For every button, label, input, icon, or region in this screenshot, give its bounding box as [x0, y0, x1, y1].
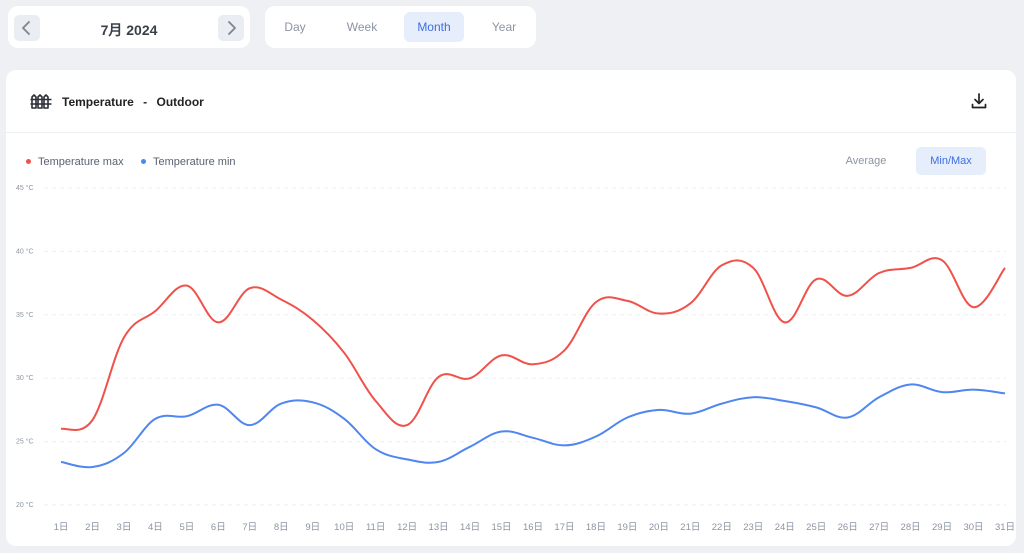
legend-max-label: Temperature max	[38, 156, 124, 168]
prev-month-button[interactable]	[14, 15, 40, 41]
x-tick-label: 21日	[680, 522, 700, 533]
temperature-panel: Temperature - Outdoor Temperature max Te…	[6, 70, 1016, 546]
series-max-line	[60, 257, 1006, 432]
tab-week[interactable]: Week	[346, 20, 378, 34]
x-tick-label: 22日	[712, 522, 732, 533]
panel-subtitle: Outdoor	[156, 95, 204, 109]
x-tick-label: 13日	[429, 522, 449, 533]
x-tick-label: 1日	[54, 522, 69, 533]
tab-day[interactable]: Day	[284, 20, 306, 34]
download-icon[interactable]	[970, 92, 988, 110]
x-tick-label: 17日	[554, 522, 574, 533]
mode-average-button[interactable]: Average	[845, 155, 887, 167]
series-min-line	[60, 383, 1006, 469]
legend-min-label: Temperature min	[153, 156, 236, 168]
current-month-label[interactable]: 7月 2024	[100, 22, 158, 38]
x-tick-label: 6日	[211, 522, 226, 533]
legend-min-marker	[141, 158, 146, 164]
title-separator: -	[143, 95, 148, 109]
x-tick-label: 24日	[775, 522, 795, 533]
tab-year[interactable]: Year	[491, 20, 517, 34]
x-tick-label: 15日	[491, 522, 511, 533]
panel-title: Temperature - Outdoor	[62, 95, 204, 109]
fence-icon	[30, 94, 52, 109]
x-tick-label: 20日	[649, 522, 669, 533]
chart-grid	[44, 187, 1006, 506]
x-tick-label: 8日	[274, 522, 289, 533]
mode-minmax-button[interactable]: Min/Max	[916, 147, 986, 175]
x-tick-label: 9日	[305, 522, 320, 533]
legend-max[interactable]: Temperature max	[26, 156, 124, 168]
chevron-left-icon	[22, 21, 30, 35]
x-tick-label: 7日	[242, 522, 257, 533]
x-tick-label: 23日	[743, 522, 763, 533]
y-tick-label: 30 °C	[16, 374, 34, 382]
x-tick-label: 27日	[869, 522, 889, 533]
x-tick-label: 29日	[932, 522, 952, 533]
panel-header: Temperature - Outdoor	[6, 70, 1016, 133]
y-tick-label: 45 °C	[16, 184, 34, 192]
x-tick-label: 16日	[523, 522, 543, 533]
x-tick-label: 14日	[460, 522, 480, 533]
x-tick-label: 2日	[85, 522, 100, 533]
x-tick-label: 25日	[806, 522, 826, 533]
panel-title-text: Temperature	[62, 95, 134, 109]
x-tick-label: 30日	[963, 522, 983, 533]
x-tick-label: 18日	[586, 522, 606, 533]
x-tick-label: 19日	[617, 522, 637, 533]
y-tick-label: 35 °C	[16, 311, 34, 319]
x-tick-label: 10日	[334, 522, 354, 533]
legend-max-marker	[26, 158, 31, 164]
y-tick-label: 25 °C	[16, 438, 34, 446]
tab-month[interactable]: Month	[404, 12, 464, 42]
range-selector: Day Week Month Year	[265, 6, 536, 48]
x-tick-label: 28日	[901, 522, 921, 533]
x-tick-label: 11日	[366, 522, 385, 533]
x-axis: 1日 2日 3日 4日 5日 6日 7日 8日 9日 10日 11日 12日 13日 14日 15日 16日 1…	[54, 522, 1015, 533]
chevron-right-icon	[228, 21, 236, 35]
x-tick-label: 31日	[995, 522, 1015, 533]
y-tick-label: 40 °C	[16, 247, 34, 255]
y-tick-label: 20 °C	[16, 501, 34, 509]
x-tick-label: 12日	[397, 522, 417, 533]
legend-min[interactable]: Temperature min	[141, 156, 236, 168]
x-tick-label: 4日	[148, 522, 163, 533]
x-tick-label: 5日	[179, 522, 194, 533]
x-tick-label: 3日	[117, 522, 132, 533]
temperature-chart: 45 °C 40 °C 35 °C 30 °C 25 °C 20 °C 1日 2日 3日 4日 5…	[16, 184, 1015, 533]
y-axis: 45 °C 40 °C 35 °C 30 °C 25 °C 20 °C	[16, 184, 34, 509]
next-month-button[interactable]	[218, 15, 244, 41]
date-navigator: 7月 2024	[8, 6, 250, 48]
x-tick-label: 26日	[838, 522, 858, 533]
